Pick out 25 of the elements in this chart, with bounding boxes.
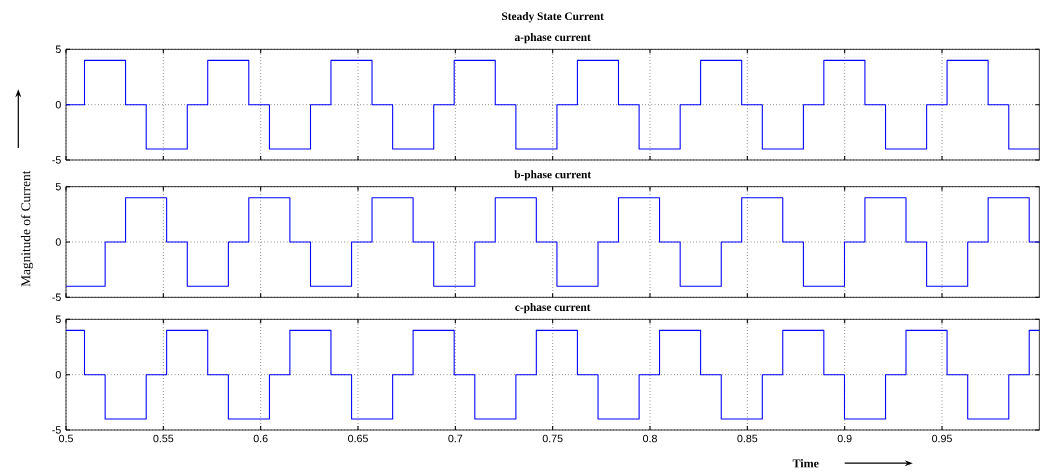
- x-tick-label: 0.5: [59, 434, 73, 443]
- y-tick-label: -5: [52, 156, 61, 164]
- chart-title: b-phase current: [514, 170, 592, 181]
- x-tick-label: 0.65: [348, 434, 368, 443]
- x-tick-label: 0.55: [153, 434, 174, 443]
- x-tick-label: 0.75: [542, 434, 563, 443]
- y-tick-label: 5: [55, 182, 61, 191]
- x-tick-label: 0.9: [837, 434, 852, 443]
- x-tick-label: 0.8: [643, 434, 657, 443]
- y-tick-label: 5: [55, 315, 61, 324]
- y-tick-label: 0: [55, 238, 61, 246]
- chart-title: Steady State Current: [502, 12, 604, 23]
- x-axis-title: Time: [792, 458, 819, 468]
- x-tick-label: 0.7: [448, 434, 463, 443]
- y-tick-label: 5: [55, 45, 61, 54]
- y-axis-title: Magnitude of Current: [20, 170, 34, 287]
- y-tick-label: -5: [52, 293, 61, 302]
- x-tick-label: 0.85: [737, 434, 758, 443]
- chart-subtitle: a-phase current: [514, 33, 591, 44]
- chart-title: c-phase current: [515, 303, 591, 314]
- y-tick-label: 0: [55, 100, 61, 109]
- y-tick-label: 0: [55, 370, 61, 379]
- y-tick-label: -5: [52, 426, 61, 434]
- x-tick-label: 0.95: [932, 434, 952, 443]
- x-tick-label: 0.6: [253, 434, 268, 443]
